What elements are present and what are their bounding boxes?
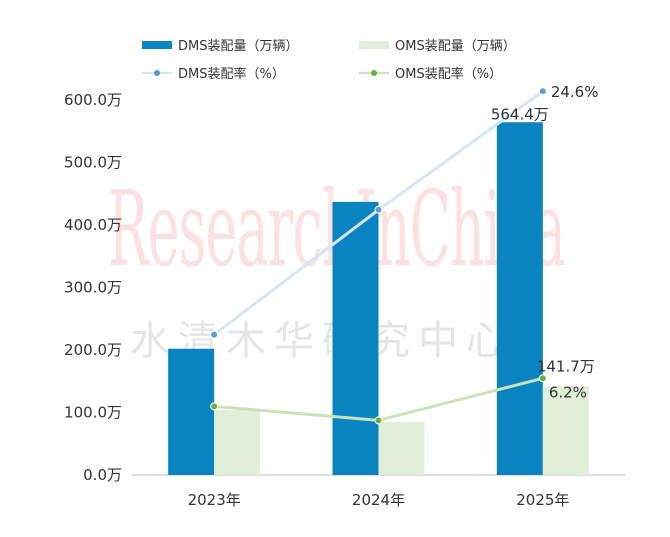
point-oms-rate: [538, 374, 547, 383]
y-tick-label: 400.0万: [64, 216, 122, 234]
legend-label-oms-volume: OMS装配量（万辆）: [395, 39, 516, 54]
y-tick-label: 500.0万: [64, 154, 122, 172]
point-dms-rate: [210, 330, 219, 339]
y-tick-label: 100.0万: [64, 404, 122, 422]
data-label-dms-volume: 564.4万: [491, 105, 549, 123]
point-oms-rate: [210, 402, 219, 411]
legend-line-oms-rate: [359, 69, 389, 76]
bar-oms: [542, 386, 589, 475]
legend-label-dms-volume: DMS装配量（万辆）: [178, 39, 299, 54]
legend-label-oms-rate: OMS装配率（%）: [395, 67, 503, 82]
bar-dms: [168, 348, 215, 475]
legend-item-oms-volume: OMS装配量（万辆）: [359, 35, 516, 54]
legend-line-dms-rate: [142, 69, 172, 76]
legend-item-dms-volume: DMS装配量（万辆）: [142, 35, 298, 54]
x-tick-label: 2025年: [516, 491, 569, 509]
point-dms-rate: [374, 205, 383, 214]
x-tick-label: 2024年: [352, 491, 405, 509]
point-oms-rate: [374, 416, 383, 425]
legend-label-dms-rate: DMS装配率（%）: [178, 67, 285, 82]
bar-dms: [332, 201, 379, 475]
bar-oms: [378, 421, 425, 475]
y-tick-label: 300.0万: [64, 279, 122, 297]
y-tick-label: 600.0万: [64, 91, 122, 109]
data-label-dms-rate: 24.6%: [551, 83, 599, 101]
bar-dms: [496, 122, 543, 475]
data-label-oms-rate: 6.2%: [549, 383, 587, 401]
bar-oms: [214, 410, 261, 475]
y-tick-label: 200.0万: [64, 341, 122, 359]
point-dms-rate: [538, 87, 547, 96]
legend-item-oms-rate: OMS装配率（%）: [359, 63, 502, 82]
x-tick-label: 2023年: [188, 491, 241, 509]
legend-swatch-oms-bar: [359, 40, 389, 49]
y-tick-label: 0.0万: [83, 466, 122, 484]
legend-swatch-dms-bar: [142, 40, 172, 49]
legend-item-dms-rate: DMS装配率（%）: [142, 63, 285, 82]
data-label-oms-volume: 141.7万: [537, 357, 595, 375]
